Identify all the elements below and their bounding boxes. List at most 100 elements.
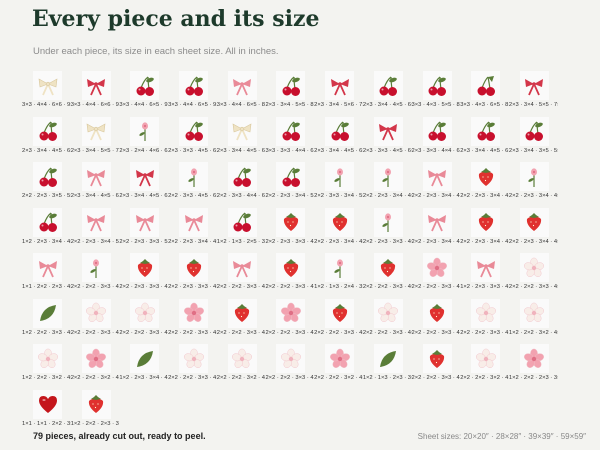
piece-size: 2×2 · 2×2 · 3×3 · 4×4″ [216, 329, 266, 336]
piece-size: 2×3 · 3×4 · 5×6 · 7×9″ [314, 102, 363, 108]
piece-item: 2×2 · 2×2 · 3×2 · 4×3″ [217, 343, 265, 389]
flower-stem-icon [81, 253, 111, 282]
flower-white-icon [519, 253, 549, 282]
piece-size: 2×3 · 3×4 · 4×5 · 6×8″ [216, 147, 266, 154]
pieces-row: 1×1 · 1×1 · 2×2 · 3×3″1×2 · 2×2 · 2×3 · … [22, 389, 582, 435]
piece-size: 2×2 · 2×2 · 3×2 · 4×3″ [460, 375, 509, 381]
piece-size: 2×2 · 2×2 · 3×3 · 4×5″ [70, 284, 120, 290]
cherry-icon [130, 71, 160, 100]
piece-size: 3×3 · 4×3 · 5×5 · 8×7″ [411, 102, 461, 108]
strawberry-icon [422, 344, 452, 373]
piece-item: 3×3 · 4×4 · 6×6 · 9×9″ [22, 70, 71, 116]
page-subtitle: Under each piece, its size in each sheet… [33, 46, 279, 57]
piece-size: 2×2 · 2×3 · 3×3 · 4×5″ [265, 238, 314, 245]
piece-item: 2×2 · 2×3 · 3×3 · 4×5″ [363, 207, 412, 253]
strawberry-icon [325, 207, 355, 237]
bow-pink-icon [81, 162, 111, 191]
piece-item: 1×1 · 2×2 · 2×3 · 4×4″ [22, 252, 71, 298]
piece-size: 3×3 · 4×4 · 6×6 · 9×9″ [22, 102, 71, 108]
bow-cream-icon [33, 71, 62, 100]
piece-size: 2×2 · 2×2 · 3×3 · 4×4″ [119, 329, 168, 336]
piece-size: 2×2 · 2×3 · 3×4 · 4×5″ [168, 238, 217, 245]
piece-size: 2×2 · 2×2 · 3×3 · 4×4″ [265, 329, 314, 336]
pieces-count-note: 79 pieces, already cut out, ready to pee… [33, 431, 206, 441]
bow-red-icon [81, 71, 111, 100]
bow-cream-icon [227, 116, 257, 146]
piece-size: 2×3 · 3×3 · 4×5 · 6×7″ [362, 147, 412, 154]
strawberry-icon [81, 389, 111, 419]
piece-size: 2×3 · 3×4 · 4×5 · 6×7″ [460, 147, 509, 154]
strawberry-icon [422, 298, 452, 328]
piece-size: 3×3 · 4×4 · 6×5 · 9×8″ [119, 102, 168, 108]
piece-size: 2×2 · 2×3 · 3×4 · 4×5″ [508, 193, 558, 199]
pieces-row: 1×2 · 2×2 · 3×3 · 4×4″ 2×2 · 2×2 · 3×3 · … [22, 298, 582, 344]
piece-size: 2×2 · 2×2 · 3×3 · 4×4″ [168, 329, 217, 336]
piece-item: 2×3 · 3×3 · 4×5 · 6×7″ [168, 116, 217, 162]
flower-pink-icon [422, 253, 452, 282]
flower-stem-icon [130, 116, 160, 146]
piece-item: 2×2 · 2×2 · 3×3 · 4×4″ [509, 252, 558, 298]
cherry-icon [276, 162, 306, 191]
cherry-icon [227, 162, 257, 191]
piece-item: 2×2 · 2×2 · 3×3 · 4×4″ [363, 298, 412, 344]
strawberry-icon [276, 207, 306, 237]
piece-item: 1×2 · 2×3 · 3×4 · 4×6″ [22, 207, 71, 253]
piece-size: 2×2 · 2×2 · 3×3 · 4×4″ [508, 284, 558, 290]
bow-pink-icon [130, 207, 160, 237]
piece-size: 2×3 · 3×4 · 3×5 · 5×8″ [508, 147, 558, 154]
piece-item: 2×2 · 3×3 · 4×5 · 6×7″ [168, 161, 217, 207]
piece-size: 2×2 · 2×2 · 3×3 · 4×4″ [411, 284, 461, 290]
bow-red-icon [373, 116, 403, 146]
piece-size: 2×2 · 2×3 · 3×3 · 4×5″ [362, 238, 412, 245]
flower-stem-icon [373, 162, 403, 191]
piece-size: 1×2 · 2×3 · 3×4 · 4×4″ [119, 375, 168, 381]
piece-item: 2×2 · 2×3 · 3×4 · 4×5″ [168, 207, 217, 253]
piece-size: 1×2 · 1×3 · 2×3 · 3×4″ [362, 375, 412, 381]
piece-size: 2×3 · 3×4 · 5×5 · 8×8″ [265, 102, 314, 108]
piece-item: 2×3 · 3×4 · 5×5 · 7×8″ [71, 116, 119, 162]
piece-size: 2×2 · 2×3 · 3×4 · 4×5″ [314, 238, 363, 245]
piece-size: 1×2 · 2×2 · 2×3 · 3×3″ [508, 375, 558, 381]
flower-stem-icon [519, 162, 549, 191]
piece-item: 2×2 · 2×3 · 3×4 · 5×6″ [265, 161, 314, 207]
pieces-row: 1×2 · 2×3 · 3×4 · 4×6″2×2 · 2×3 · 3×4 · … [22, 207, 582, 253]
piece-item: 2×2 · 2×3 · 3×3 · 4×4″ [168, 252, 217, 298]
piece-item: 2×2 · 2×2 · 3×2 · 4×3″ [460, 343, 509, 389]
cherry-icon [422, 116, 452, 146]
piece-size: 2×2 · 2×3 · 3×3 · 4×4″ [119, 284, 168, 290]
flower-white-icon [33, 344, 62, 373]
sheet-sizes-note: Sheet sizes: 20×20″ · 28×28″ · 39×39″ · … [417, 432, 586, 441]
strawberry-icon [471, 207, 501, 237]
piece-size: 1×2 · 2×2 · 2×3 · 3×3″ [70, 420, 120, 427]
piece-item: 1×2 · 2×3 · 3×4 · 4×4″ [119, 343, 168, 389]
piece-item: 1×2 · 2×3 · 3×3 · 4×5″ [460, 252, 509, 298]
pieces-row: 3×3 · 4×4 · 6×6 · 9×9″3×3 · 4×4 · 6×6 · … [22, 70, 582, 116]
piece-size: 2×2 · 2×3 · 3×4 · 5×6″ [265, 193, 314, 199]
piece-item: 2×2 · 2×3 · 3×4 · 4×6″ [460, 161, 509, 207]
piece-size: 2×2 · 2×2 · 3×3 · 4×4″ [460, 329, 509, 336]
piece-item: 2×2 · 2×3 · 3×3 · 5×5″ [119, 207, 168, 253]
piece-size: 1×2 · 2×2 · 3×2 · 4×4″ [22, 375, 71, 381]
piece-size: 1×1 · 2×2 · 2×3 · 4×4″ [22, 284, 71, 290]
piece-item: 2×2 · 2×2 · 3×2 · 4×4″ [71, 343, 119, 389]
piece-size: 2×2 · 2×3 · 3×4 · 5×5″ [70, 238, 120, 245]
flower-white-icon [519, 298, 549, 328]
piece-item: 2×2 · 2×3 · 3×4 · 4×5″ [509, 207, 558, 253]
pieces-row: 2×2 · 2×3 · 3×5 · 5×7″2×3 · 3×4 · 4×5 · … [22, 161, 582, 207]
leaf-icon [373, 344, 403, 373]
piece-item: 3×3 · 4×4 · 6×5 · 8×7″ [217, 70, 265, 116]
piece-size: 2×3 · 3×4 · 4×5 · 6×7″ [70, 193, 120, 199]
piece-size: 2×2 · 2×2 · 3×3 · 4×4″ [362, 284, 412, 290]
bow-red-icon [519, 71, 549, 100]
piece-item: 2×3 · 3×4 · 5×5 · 7×8″ [509, 70, 558, 116]
piece-item: 2×2 · 2×2 · 3×3 · 4×4″ [265, 252, 314, 298]
piece-size: 2×3 · 3×4 · 4×5 · 6×8″ [22, 147, 71, 154]
flower-stem-icon [325, 253, 355, 282]
piece-item: 2×3 · 3×4 · 4×5 · 6×8″ [22, 116, 71, 162]
flower-white-icon [276, 344, 306, 373]
piece-size: 1×2 · 2×2 · 3×3 · 4×4″ [22, 329, 71, 336]
strawberry-icon [519, 207, 549, 237]
piece-item: 2×2 · 2×2 · 3×3 · 4×4″ [216, 298, 266, 344]
piece-size: 2×2 · 2×2 · 3×3 · 4×5″ [216, 284, 266, 290]
piece-item: 2×2 · 2×3 · 3×5 · 5×7″ [22, 161, 71, 207]
